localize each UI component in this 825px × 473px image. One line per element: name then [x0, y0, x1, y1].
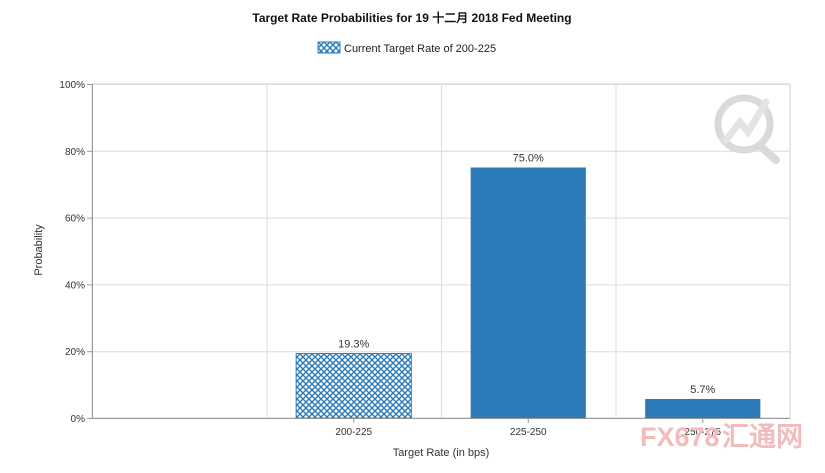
watermark-suffix: 汇通网	[722, 422, 803, 452]
x-axis-label: Target Rate (in bps)	[393, 447, 490, 459]
data-label-200-225: 19.3%	[338, 339, 369, 351]
watermark-text: FX678	[640, 422, 720, 452]
watermark: FX678 汇通网	[640, 422, 803, 452]
x-axis-ticks: 200-225 225-250 250-275	[92, 418, 790, 438]
y-tick-label: 20%	[65, 347, 85, 358]
y-axis-ticks: 0% 20% 40% 60% 80% 100%	[59, 80, 93, 425]
x-tick-label: 250-275	[684, 427, 721, 438]
gridlines	[91, 83, 791, 419]
bar-200-225	[295, 353, 412, 419]
x-tick-label: 225-250	[510, 427, 547, 438]
bar-250-275	[645, 398, 761, 418]
y-tick-label: 100%	[59, 80, 85, 91]
data-label-225-250: 75.0%	[513, 153, 544, 165]
y-axis-label: Probability	[33, 224, 45, 276]
legend: Current Target Rate of 200-225	[317, 41, 496, 55]
fx678-logo-icon	[714, 94, 780, 164]
x-tick-label: 200-225	[335, 427, 372, 438]
y-tick-label: 0%	[71, 414, 86, 425]
legend-swatch	[317, 41, 341, 54]
data-label-250-275: 5.7%	[690, 384, 715, 396]
bar-225-250	[470, 167, 586, 418]
y-tick-label: 80%	[65, 147, 85, 158]
y-tick-label: 60%	[65, 214, 85, 225]
chart-title: Target Rate Probabilities for 19 十二月 201…	[252, 10, 571, 25]
y-tick-label: 40%	[65, 280, 85, 291]
legend-label: Current Target Rate of 200-225	[344, 43, 496, 55]
